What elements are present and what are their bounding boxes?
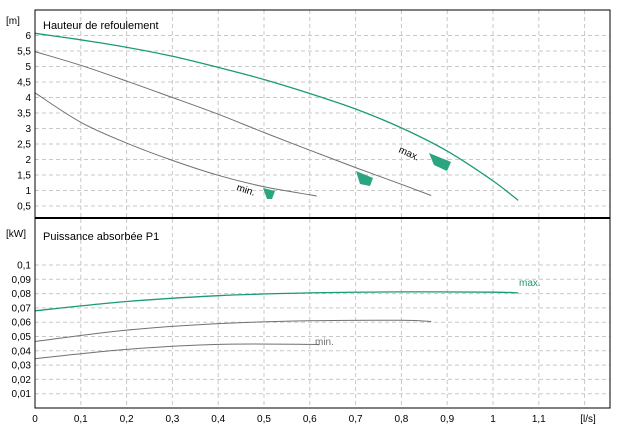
power-y-tick: 0,04 [12, 346, 32, 357]
marker-max [429, 153, 451, 171]
power-curve-max [34, 291, 519, 312]
power-unit: [kW] [6, 229, 26, 240]
grid-head [35, 10, 610, 217]
x-tick: 0,1 [74, 414, 88, 425]
head-curve-min [34, 92, 317, 197]
x-tick: 0,4 [211, 414, 225, 425]
head-y-tick: 4 [25, 93, 31, 104]
power-label-max: max. [519, 278, 541, 289]
head-curve-max [34, 32, 519, 201]
head-y-tick: 1 [25, 186, 31, 197]
marker-min [263, 188, 275, 199]
power-curve-min [34, 343, 320, 360]
head-curve-mid [34, 51, 432, 196]
marker-mid [356, 171, 373, 186]
head-y-tick: 3,5 [17, 109, 31, 120]
power-y-tick: 0,03 [12, 361, 32, 372]
plot-frame [34, 9, 611, 409]
grid-power [35, 219, 610, 408]
head-unit: [m] [6, 16, 20, 27]
power-y-tick: 0,06 [12, 318, 32, 329]
head-y-tick: 5,5 [17, 47, 31, 58]
power-y-tick: 0,08 [12, 289, 32, 300]
plot-frames [34, 9, 611, 409]
power-y-tick: 0,09 [12, 275, 32, 286]
series-head [34, 32, 519, 201]
power-curve-mid [34, 319, 432, 342]
x-tick: 0 [32, 414, 38, 425]
operating-markers [263, 153, 451, 199]
head-y-tick: 4,5 [17, 78, 31, 89]
x-tick: [l/s] [580, 414, 596, 425]
x-tick: 1,1 [532, 414, 546, 425]
power-y-tick: 0,05 [12, 332, 32, 343]
power-y-tick: 0,1 [17, 261, 31, 272]
x-tick: 0,2 [120, 414, 134, 425]
head-y-tick: 3 [25, 124, 31, 135]
power-y-tick: 0,02 [12, 375, 32, 386]
power-y-tick: 0,01 [12, 389, 32, 400]
x-tick: 0,7 [349, 414, 363, 425]
power-label-min: min. [315, 337, 334, 348]
head-y-tick: 2 [25, 155, 31, 166]
x-tick: 0,8 [394, 414, 408, 425]
head-y-tick: 0,5 [17, 202, 31, 213]
head-y-tick: 5 [25, 62, 31, 73]
head-title: Hauteur de refoulement [43, 20, 159, 32]
power-title: Puissance absorbée P1 [43, 231, 159, 243]
head-y-tick: 6 [25, 31, 31, 42]
power-y-tick: 0,07 [12, 303, 32, 314]
head-y-tick: 2,5 [17, 140, 31, 151]
x-tick: 0,6 [303, 414, 317, 425]
x-tick: 0,3 [165, 414, 179, 425]
series-power [34, 291, 519, 360]
x-tick: 0,5 [257, 414, 271, 425]
head-y-tick: 1,5 [17, 171, 31, 182]
x-tick: 1 [490, 414, 496, 425]
x-tick: 0,9 [440, 414, 454, 425]
